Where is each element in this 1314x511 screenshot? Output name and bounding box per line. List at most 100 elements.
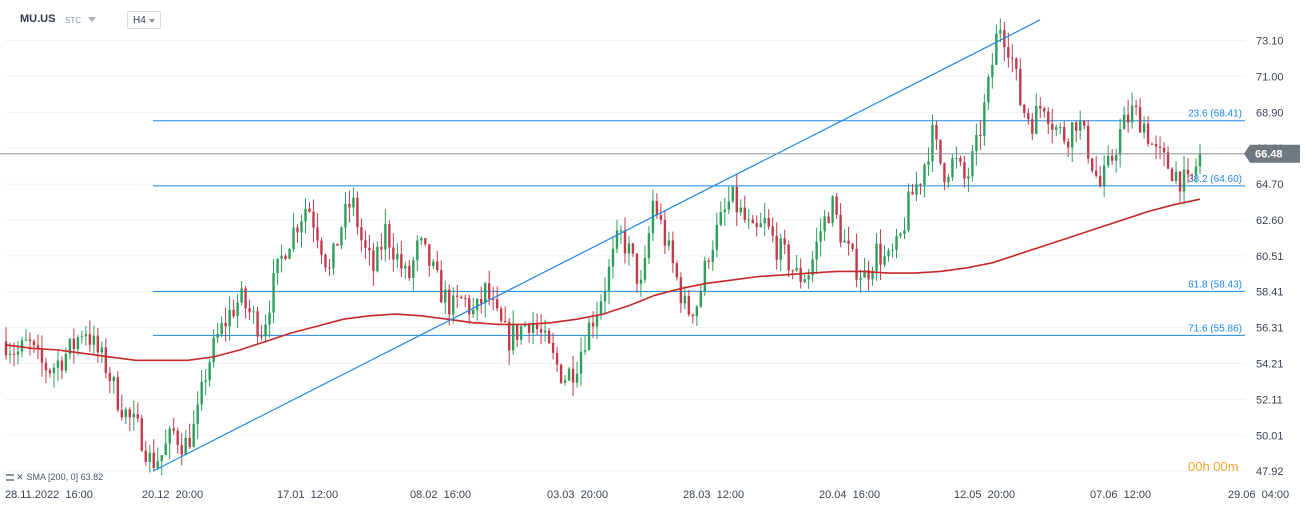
candle <box>404 261 407 280</box>
candle <box>28 332 32 356</box>
candle <box>855 233 858 288</box>
time-tick-label: 12.05 20:00 <box>954 489 1015 501</box>
candle <box>843 229 846 243</box>
candle <box>452 287 455 324</box>
candle <box>328 258 331 276</box>
candle <box>1063 121 1066 145</box>
candle <box>1090 157 1094 174</box>
trendline[interactable] <box>152 19 1041 472</box>
time-axis[interactable]: 28.11.2022 16:00 20.12 20:00 17.01 12:00 08… <box>5 489 1289 501</box>
candle <box>1071 121 1074 163</box>
candle <box>583 334 587 355</box>
candle <box>531 311 535 345</box>
price-tick-label: 58.41 <box>1256 287 1284 299</box>
instrument-type[interactable]: STC <box>65 16 81 25</box>
candle <box>775 222 778 270</box>
candle <box>1174 161 1178 185</box>
candle <box>1039 97 1042 119</box>
candle <box>232 299 235 319</box>
price-axis[interactable]: 73.1071.0068.9066.8064.7062.6060.5158.41… <box>1256 35 1284 478</box>
symbol-label[interactable]: MU.US <box>20 13 56 25</box>
candle <box>132 400 135 431</box>
candle <box>571 355 575 397</box>
fib-level-label: 71.6 (55.86) <box>1188 323 1242 334</box>
candle <box>935 120 938 150</box>
time-tick-label: 20.04 16:00 <box>819 489 880 501</box>
candle <box>831 194 834 227</box>
candle <box>867 260 870 291</box>
candle <box>372 242 375 286</box>
candle <box>208 358 211 387</box>
candle <box>711 240 715 271</box>
candle <box>639 270 643 297</box>
price-tick-label: 56.31 <box>1256 323 1284 335</box>
candle <box>188 423 191 450</box>
candle <box>511 310 515 355</box>
candle <box>272 259 275 324</box>
candle <box>567 366 571 382</box>
chevron-down-icon[interactable] <box>88 17 96 22</box>
candle <box>252 305 255 324</box>
candle <box>991 53 994 89</box>
candle <box>308 202 311 213</box>
fibonacci-levels[interactable]: 23.6 (68.41) 38.2 (64.60) 61.8 (58.43) 71.6… <box>153 109 1245 336</box>
candle <box>324 253 327 272</box>
candle <box>691 313 695 324</box>
candle <box>971 144 974 182</box>
candle <box>635 253 639 293</box>
candle <box>392 233 395 272</box>
indicator-settings-icon[interactable] <box>6 474 14 481</box>
current-price-value: 66.48 <box>1255 149 1283 161</box>
timeframe-select[interactable]: H4 <box>127 11 161 29</box>
candle <box>44 357 48 384</box>
time-tick-label: 28.03 12:00 <box>683 489 744 501</box>
candle <box>967 167 970 193</box>
candle <box>559 363 563 385</box>
candle <box>651 189 655 242</box>
candle <box>288 247 291 260</box>
candle <box>456 284 459 309</box>
candle <box>851 242 854 252</box>
candle <box>104 338 108 379</box>
candle <box>52 363 56 388</box>
candle <box>755 215 758 237</box>
candle <box>527 323 531 343</box>
candle <box>707 257 711 269</box>
candle <box>871 266 874 286</box>
candle <box>483 281 487 318</box>
candle <box>224 307 227 342</box>
candle <box>887 248 890 262</box>
candle <box>599 294 603 320</box>
indicator-label: SMA [200, 0] <box>26 472 79 482</box>
candle <box>1019 58 1022 107</box>
candle <box>264 314 267 343</box>
candle <box>192 410 195 448</box>
candle <box>1106 145 1110 168</box>
candle <box>120 394 124 421</box>
candlesticks <box>4 18 1202 476</box>
candle <box>408 259 411 281</box>
candle <box>715 212 719 258</box>
candle <box>92 325 96 355</box>
candle <box>787 240 790 278</box>
candle <box>619 225 623 244</box>
candle <box>547 327 551 344</box>
candle <box>903 217 906 240</box>
candle <box>731 186 734 204</box>
candle <box>747 209 750 229</box>
candle <box>460 295 463 299</box>
candle <box>607 259 611 305</box>
candle <box>296 224 299 243</box>
time-tick-label: 07.06 12:00 <box>1090 489 1151 501</box>
candle <box>1059 122 1062 135</box>
candle <box>803 274 806 284</box>
candle <box>300 214 303 248</box>
candle <box>891 243 894 258</box>
candle <box>1190 173 1194 181</box>
candle <box>875 233 878 281</box>
candle <box>667 231 671 251</box>
price-tick-label: 64.70 <box>1256 179 1284 191</box>
close-icon[interactable]: ✕ <box>16 472 24 482</box>
candle <box>551 332 555 360</box>
